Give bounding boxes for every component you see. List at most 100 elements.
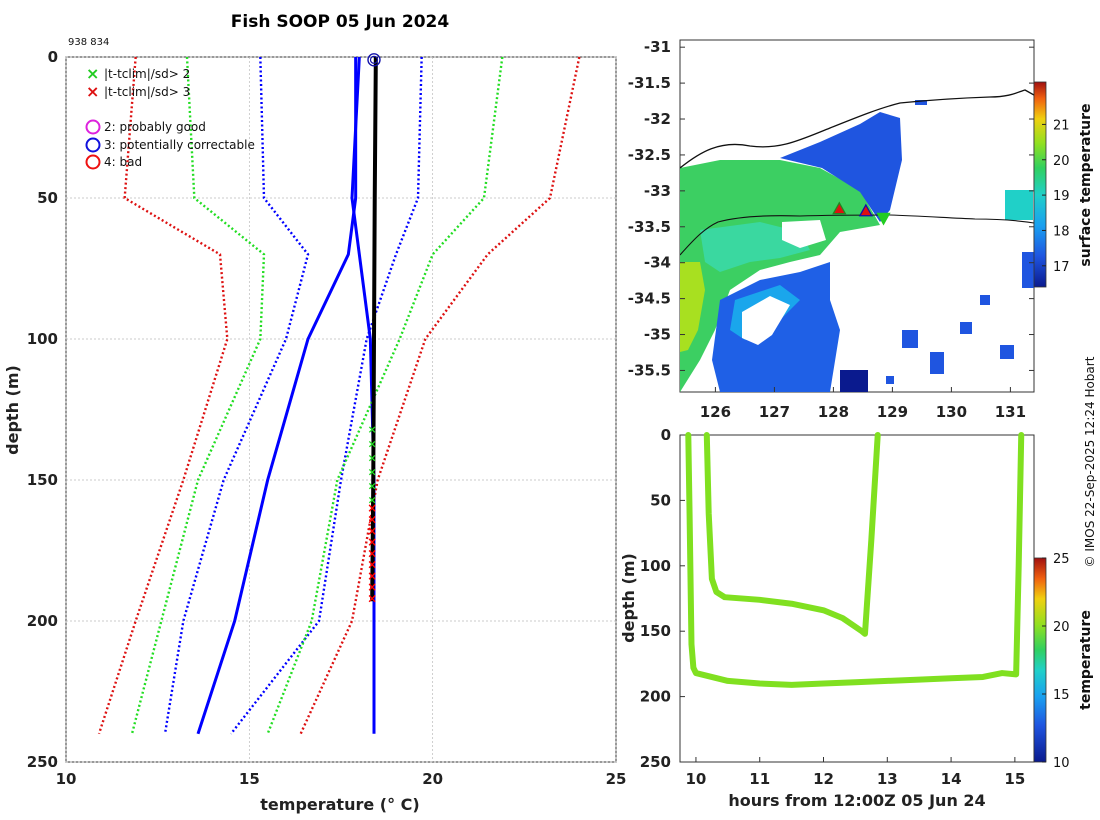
sst-colorbar [1033, 81, 1047, 288]
map-tick-labels: 126 127 128 129 130 131 -31 -31.5 -32 -32.5 -33 -33… [628, 38, 1034, 421]
legend-label-correctable: 3: potentially correctable [104, 138, 255, 152]
depth-time-x-axis-label: hours from 12:00Z 05 Jun 24 [728, 791, 985, 810]
flag-marker-red: × [367, 591, 377, 605]
sst-pixel-1 [840, 370, 868, 392]
sst-pixel-2 [902, 330, 918, 348]
map-x-tick-label: 129 [877, 403, 908, 421]
climatology-line-2sd-left [130, 56, 266, 735]
depth-time-y-tick-label: 50 [650, 491, 671, 509]
flag-marker-green: × [368, 437, 377, 450]
profile-x-tick-label: 10 [56, 770, 77, 788]
sst-field [680, 89, 1034, 392]
profile-plot-area [65, 56, 617, 763]
sst-colorbar-tick-label: 17 [1053, 260, 1070, 275]
profile-start-circle-inner [369, 55, 379, 64]
profile-start-circle-outer [367, 53, 381, 67]
map-y-tick-label: -31 [644, 38, 671, 56]
sst-pixel-3 [930, 352, 944, 374]
depth-time-y-tick-label: 200 [640, 688, 671, 706]
depth-time-y-tick-label: 0 [661, 426, 671, 444]
map-x-tick-label: 127 [759, 403, 790, 421]
profile-measured: ××××××××××××××× [367, 53, 381, 605]
flag-marker-red: × [367, 580, 377, 594]
profile-legend: × |t-tclim|/sd> 2 × |t-tclim|/sd> 3 2: p… [85, 64, 255, 170]
map-y-tick-label: -31.5 [628, 74, 671, 92]
map-marker-triangle-down [876, 212, 891, 226]
profile-y-tick-label: 250 [27, 753, 58, 771]
profile-panel: ××××××××××××××× 10 15 20 25050100150200250 … [3, 48, 626, 814]
profile-grid [65, 56, 617, 763]
depth-time-x-tick-label: 15 [1004, 770, 1025, 788]
temp-colorbar-label: temperature [1078, 610, 1094, 710]
profile-y-tick-label: 50 [37, 189, 58, 207]
map-y-tick-label: -35 [644, 326, 671, 344]
sst-colorbar-tick-label: 19 [1053, 189, 1070, 204]
depth-time-y-tick-label: 250 [640, 753, 671, 771]
sst-colorbar-tick-label: 20 [1053, 154, 1070, 169]
coastline-south-australia [680, 89, 1034, 169]
sst-pixel-6 [1022, 252, 1034, 288]
climatology-line-1sd-left [163, 56, 310, 734]
depth-time-series-dive-2 [703, 432, 881, 637]
sst-warmest-region [680, 262, 705, 352]
temp-colorbar-tick-label: 25 [1053, 552, 1070, 567]
map-y-tick-label: -33 [644, 182, 671, 200]
depth-time-series [685, 432, 1025, 688]
map-panel: 126 127 128 129 130 131 -31 -31.5 -32 -32.5 -33 -33… [628, 38, 1094, 421]
legend-symbol-sd3: × [86, 82, 99, 101]
depth-time-x-tick-label: 10 [686, 770, 707, 788]
climatology-line-mean-right [350, 56, 376, 734]
profile-climatology-lines [97, 56, 581, 735]
climatology-line-3sd-right [299, 56, 581, 735]
climatology-line-1sd-right [230, 56, 423, 735]
legend-label-bad: 4: bad [104, 155, 142, 169]
depth-time-x-tick-label: 12 [813, 770, 834, 788]
legend-label-sd2: |t-tclim|/sd> 2 [104, 67, 190, 81]
credit-text: © IMOS 22-Sep-2025 12:24 Hobart [1083, 356, 1097, 567]
sst-colorbar-ticks: 17 18 19 20 21 [1042, 118, 1070, 275]
map-y-tick-label: -33.5 [628, 218, 671, 236]
profile-y-tick-label: 150 [27, 471, 58, 489]
legend-symbol-correctable [85, 137, 101, 153]
map-y-tick-label: -35.5 [628, 361, 671, 379]
profile-x-tick-label: 15 [239, 770, 260, 788]
flag-marker-green: × [368, 480, 377, 493]
flag-marker-green: × [368, 466, 377, 479]
sst-gap-2 [782, 220, 826, 248]
sst-pixel-10 [886, 376, 894, 384]
flag-marker-red: × [367, 558, 377, 572]
depth-time-x-tick-label: 14 [941, 770, 962, 788]
sst-colorbar-tick-label: 21 [1053, 118, 1070, 133]
temp-colorbar-tick-label: 20 [1053, 620, 1070, 635]
depth-time-x-tick-label: 11 [749, 770, 770, 788]
profile-id-label: 938 834 [68, 37, 109, 48]
sst-cool-region-north [780, 112, 902, 222]
temp-colorbar-tick-label: 15 [1053, 688, 1070, 703]
sst-pixel-4 [960, 322, 972, 334]
map-marker-triangle-up [858, 203, 873, 217]
climatology-line-3sd-left [97, 56, 229, 735]
flag-marker-red: × [367, 512, 377, 526]
map-marker-triangle-up [832, 201, 847, 215]
chart-title: Fish SOOP 05 Jun 2024 [231, 12, 450, 32]
flag-marker-green: × [368, 451, 377, 464]
map-y-tick-label: -34 [644, 254, 671, 272]
profile-y-axis-label: depth (m) [3, 365, 22, 455]
flag-marker-red: × [367, 501, 377, 515]
legend-symbol-bad [85, 154, 101, 170]
temp-colorbar [1033, 557, 1047, 763]
legend-symbol-probably-good [85, 119, 101, 135]
sst-pixel-5 [1000, 345, 1014, 359]
climatology-line-mean-left [196, 57, 358, 735]
profile-x-tick-label: 25 [606, 770, 627, 788]
sst-warm-region [680, 160, 880, 392]
map-x-tick-label: 128 [818, 403, 849, 421]
flag-marker-red: × [367, 569, 377, 583]
sst-pixel-9 [980, 295, 990, 305]
map-x-tick-label: 126 [700, 403, 731, 421]
map-markers [832, 201, 891, 226]
flag-marker-green: × [368, 494, 377, 507]
